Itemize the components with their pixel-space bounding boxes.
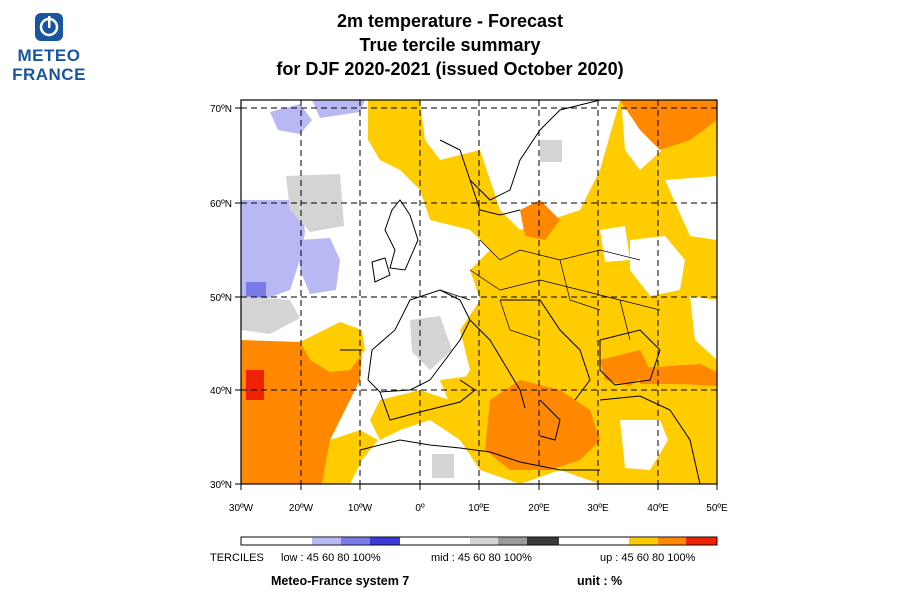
tercile-fields [241,100,717,484]
field-none-western-europe [358,160,490,400]
swatch-up-45 [629,537,658,545]
meteo-france-emblem-icon [35,13,63,41]
swatch-mid-60 [498,537,527,545]
lat-lon-grid [241,100,717,484]
field-up-60-black-sea [600,350,650,386]
field-up-60-russia [620,100,717,150]
swatch-mid-80 [527,537,559,545]
swatch-low-80 [370,537,400,545]
lon-label-10w: 10ºW [348,503,373,514]
field-mid-45-france-2 [410,316,452,370]
lon-label-30e: 30ºE [587,503,609,514]
field-up-60-baltic [520,200,560,240]
field-up-45-atlantic [300,322,365,372]
footer-unit: unit : % [577,574,623,588]
lon-label-30w: 30ºW [229,503,254,514]
field-mid-45-west [241,296,300,334]
legend-mid-scale: mid : 45 60 80 100% [431,552,532,564]
footer-system: Meteo-France system 7 [271,574,410,588]
title-line-1: 2m temperature - Forecast [336,11,564,31]
field-none-urals [665,176,717,240]
field-up-80-atlantic [246,370,264,400]
field-up-45-iberia [440,376,480,410]
lat-label-30n: 30ºN [210,480,232,491]
lat-label-70n: 70ºN [210,104,232,115]
field-up-45-europe [368,100,717,484]
legend-colorbar [240,536,718,546]
field-none-ukraine [600,226,630,262]
logo-text-france: FRANCE [12,65,86,84]
lon-label-50e: 50ºE [706,503,728,514]
lon-label-20w: 20ºW [289,503,314,514]
legend-up-scale: up : 45 60 80 100% [600,552,696,564]
meteo-france-logo: METEO FRANCE [6,8,92,92]
field-none-egypt [620,420,668,470]
logo-text-meteo: METEO [17,46,81,65]
field-low-45-top [312,100,365,118]
field-mid-45-scandinavia [540,140,562,162]
swatch-mid-45 [470,537,498,545]
title-line-3: for DJF 2020-2021 (issued October 2020) [276,59,624,79]
legend-label-terciles: TERCILES [210,552,264,564]
axis-ticks [235,107,718,490]
coastlines [340,100,701,484]
lon-label-0: 0º [415,503,425,514]
field-low-45-west [241,200,305,300]
lon-label-20e: 20ºE [528,503,550,514]
field-up-60-mediterranean [485,380,600,470]
lat-label-50n: 50ºN [210,293,232,304]
swatch-up-80 [686,537,717,545]
swatch-low-45 [312,537,341,545]
swatch-up-60 [658,537,686,545]
country-borders [439,239,661,341]
title-line-2: True tercile summary [359,35,541,55]
lon-label-40e: 40ºE [647,503,669,514]
field-low-45-central [300,238,340,294]
lat-label-60n: 60ºN [210,199,232,210]
field-up-60-caucasus [640,364,717,386]
lon-label-10e: 10ºE [468,503,490,514]
field-none-caspian [690,296,717,360]
field-mid-45-algeria [432,454,454,478]
swatch-low-60 [341,537,370,545]
lat-label-40n: 40ºN [210,386,232,397]
legend-low-scale: low : 45 60 80 100% [281,552,381,564]
field-up-45-morocco [322,430,378,484]
